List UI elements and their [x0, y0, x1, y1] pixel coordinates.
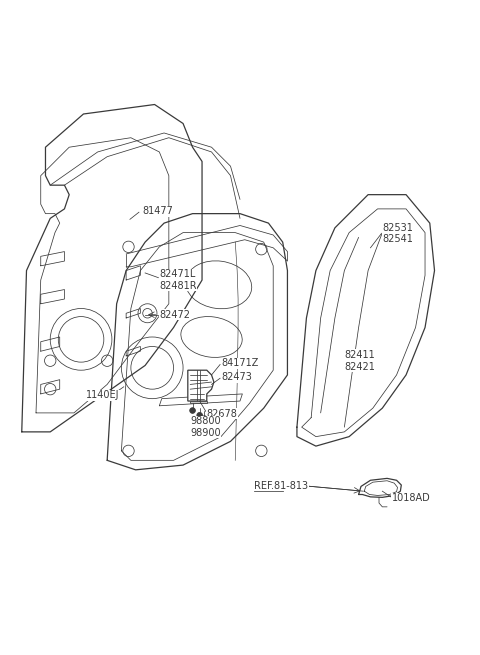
Circle shape [197, 413, 203, 418]
Text: 1018AD: 1018AD [392, 493, 431, 503]
Text: 81477: 81477 [143, 206, 174, 216]
Text: 82411
82421: 82411 82421 [344, 350, 375, 371]
Text: 98800
98900: 98800 98900 [190, 417, 221, 438]
Text: 1140EJ: 1140EJ [86, 390, 120, 400]
Text: REF.81-813: REF.81-813 [254, 481, 308, 491]
Text: 82531
82541: 82531 82541 [383, 223, 413, 244]
Text: 82471L
82481R: 82471L 82481R [159, 269, 197, 291]
Circle shape [190, 407, 195, 413]
Text: 84171Z: 84171Z [221, 358, 258, 368]
Text: 82472: 82472 [159, 310, 191, 320]
Circle shape [202, 416, 207, 421]
Ellipse shape [181, 316, 242, 358]
Ellipse shape [186, 261, 252, 309]
Polygon shape [190, 401, 207, 403]
Text: 82678: 82678 [207, 409, 238, 419]
Text: 82473: 82473 [221, 372, 252, 383]
Polygon shape [188, 370, 214, 401]
